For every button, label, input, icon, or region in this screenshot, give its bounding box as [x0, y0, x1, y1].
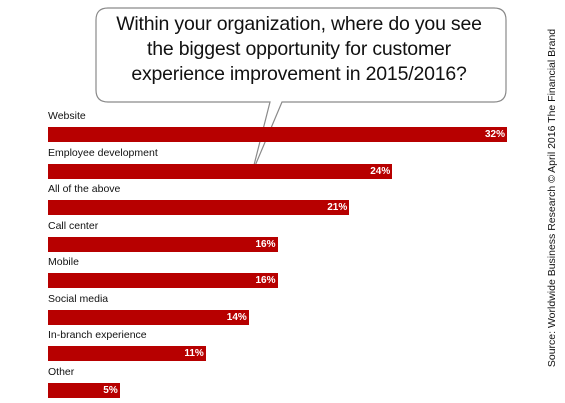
category-label: Website — [48, 110, 86, 122]
bar — [48, 273, 278, 288]
bar-value-label: 24% — [370, 165, 391, 177]
bar-value-label: 21% — [327, 202, 348, 213]
bar-value-label: 5% — [103, 384, 118, 396]
bar — [48, 236, 278, 252]
source-note: Source: Worldwide Business Research © Ap… — [546, 28, 558, 368]
bar-value-label: 11% — [184, 348, 204, 359]
chart-title: Within your organization, where do you s… — [116, 13, 482, 85]
bar-value-label: 16% — [255, 238, 276, 250]
category-label: Call center — [48, 219, 99, 232]
category-label: Social media — [48, 292, 109, 305]
bar-value-label: 32% — [484, 129, 505, 140]
category-label: Other — [48, 365, 75, 378]
bar — [48, 200, 350, 215]
bar — [48, 163, 393, 179]
category-label: All of the above — [48, 183, 121, 195]
bar — [48, 309, 249, 325]
bar-value-label: 16% — [255, 275, 276, 286]
category-label: In-branch experience — [48, 329, 147, 341]
category-label: Employee development — [48, 146, 158, 159]
bar-value-label: 14% — [226, 311, 247, 323]
bar — [48, 127, 507, 142]
bar — [48, 382, 120, 398]
category-label: Mobile — [48, 256, 79, 268]
bar — [48, 346, 206, 361]
